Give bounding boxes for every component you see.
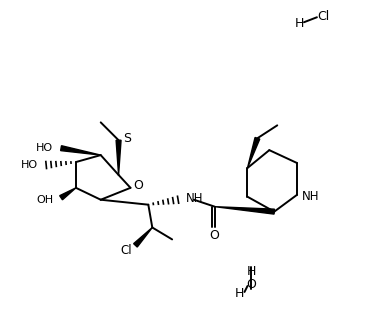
Text: H: H (247, 265, 256, 278)
Polygon shape (61, 146, 101, 155)
Text: S: S (123, 132, 132, 145)
Text: Cl: Cl (121, 244, 132, 257)
Polygon shape (60, 188, 76, 200)
Text: NH: NH (302, 190, 320, 203)
Text: O: O (134, 179, 143, 192)
Polygon shape (248, 137, 260, 168)
Polygon shape (215, 207, 274, 214)
Text: H: H (235, 287, 244, 300)
Text: OH: OH (36, 195, 53, 205)
Text: O: O (246, 277, 256, 290)
Text: O: O (209, 229, 219, 242)
Text: HO: HO (36, 143, 53, 153)
Polygon shape (134, 227, 152, 247)
Text: HO: HO (21, 160, 38, 170)
Polygon shape (116, 140, 121, 175)
Text: Cl: Cl (318, 10, 330, 23)
Text: H: H (294, 17, 304, 30)
Text: NH: NH (186, 192, 204, 205)
